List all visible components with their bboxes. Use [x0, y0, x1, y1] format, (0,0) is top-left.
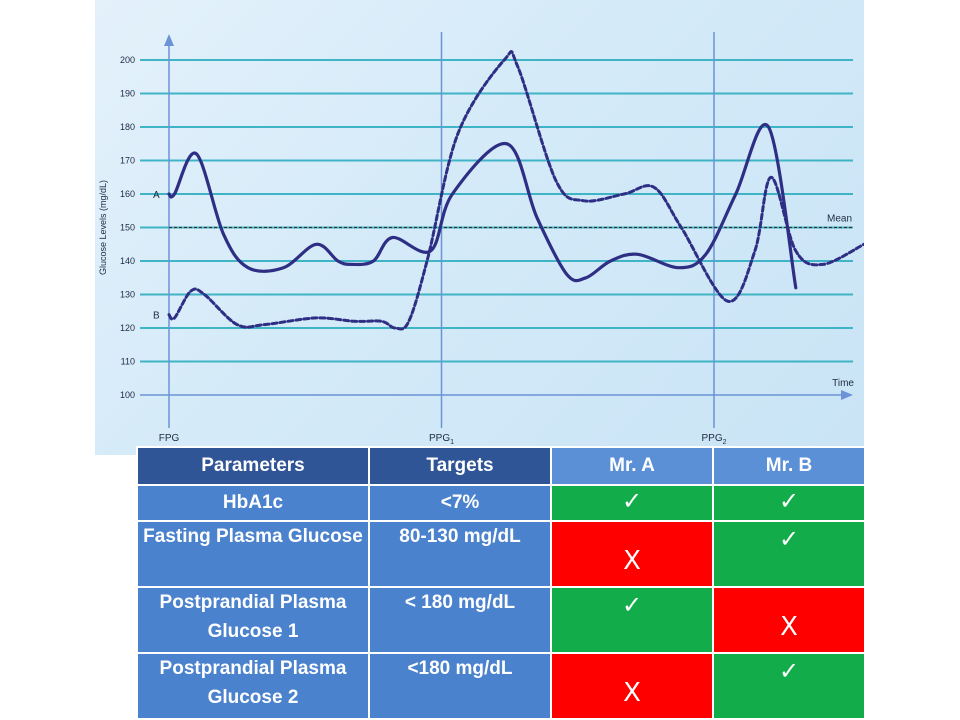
table-row: Fasting Plasma Glucose 80-130 mg/dL X ✓: [136, 520, 866, 589]
target-cell: <180 mg/dL: [368, 652, 552, 720]
mr-b-status-cell: X: [712, 586, 866, 655]
y-tick-label: 150: [120, 223, 135, 233]
y-tick-label: 200: [120, 55, 135, 65]
header-mr-a: Mr. A: [550, 446, 714, 486]
parameter-cell: HbA1c: [136, 483, 370, 523]
x-icon: X: [623, 678, 641, 709]
mr-a-status-cell: X: [550, 520, 714, 589]
x-tick-label: PPG1: [429, 433, 454, 446]
x-tick-label: FPG: [159, 433, 180, 444]
target-cell: 80-130 mg/dL: [368, 520, 552, 589]
check-icon: ✓: [778, 488, 800, 515]
mr-a-status-cell: X: [550, 652, 714, 720]
mr-b-status-cell: ✓: [712, 483, 866, 523]
x-icon: X: [780, 612, 798, 643]
y-axis-title: Glucose Levels (mg/dL): [98, 180, 108, 275]
y-tick-label: 180: [120, 122, 135, 132]
series-a-line: [167, 122, 798, 290]
y-tick-label: 110: [121, 357, 135, 367]
parameter-cell: Postprandial Plasma Glucose 1: [136, 586, 370, 655]
target-comparison-table: Parameters Targets Mr. A Mr. B HbA1c <7%…: [136, 446, 866, 720]
check-icon: ✓: [778, 526, 800, 554]
parameter-cell: Postprandial Plasma Glucose 2: [136, 652, 370, 720]
mr-a-status-cell: ✓: [550, 483, 714, 523]
y-tick-label: 100: [120, 390, 135, 400]
mr-a-status-cell: ✓: [550, 586, 714, 655]
table-row: Postprandial Plasma Glucose 1 < 180 mg/d…: [136, 586, 866, 655]
series-label-a: A: [153, 190, 160, 201]
y-tick-label: 120: [120, 323, 135, 333]
mr-b-status-cell: ✓: [712, 520, 866, 589]
parameter-cell: Fasting Plasma Glucose: [136, 520, 370, 589]
y-tick-label: 130: [120, 290, 135, 300]
check-icon: ✓: [621, 488, 643, 515]
table-header-row: Parameters Targets Mr. A Mr. B: [136, 446, 866, 486]
mr-b-status-cell: ✓: [712, 652, 866, 720]
chart-panel: 100 110 120 130 140 150 160 170 180 190 200 Mean Tim…: [95, 0, 864, 455]
series-label-b: B: [153, 311, 160, 322]
y-tick-label: 170: [120, 156, 135, 166]
header-mr-b: Mr. B: [712, 446, 866, 486]
x-tick-label: PPG2: [701, 433, 726, 446]
table-row: HbA1c <7% ✓ ✓: [136, 483, 866, 523]
glucose-chart: 100 110 120 130 140 150 160 170 180 190 200 Mean Tim…: [98, 32, 864, 446]
series-b-line: [167, 50, 864, 331]
y-tick-label: 160: [120, 189, 135, 199]
target-cell: < 180 mg/dL: [368, 586, 552, 655]
x-icon: X: [623, 546, 641, 577]
header-targets: Targets: [368, 446, 552, 486]
y-tick-label: 190: [120, 89, 135, 99]
y-tick-label: 140: [120, 256, 135, 266]
table-row: Postprandial Plasma Glucose 2 <180 mg/dL…: [136, 652, 866, 720]
check-icon: ✓: [778, 658, 800, 686]
x-axis-arrow: [841, 390, 853, 400]
mean-label: Mean: [827, 214, 852, 225]
check-icon: ✓: [621, 592, 643, 620]
x-axis-title: Time: [832, 378, 854, 389]
y-axis-arrow: [164, 34, 174, 46]
target-cell: <7%: [368, 483, 552, 523]
header-parameters: Parameters: [136, 446, 370, 486]
